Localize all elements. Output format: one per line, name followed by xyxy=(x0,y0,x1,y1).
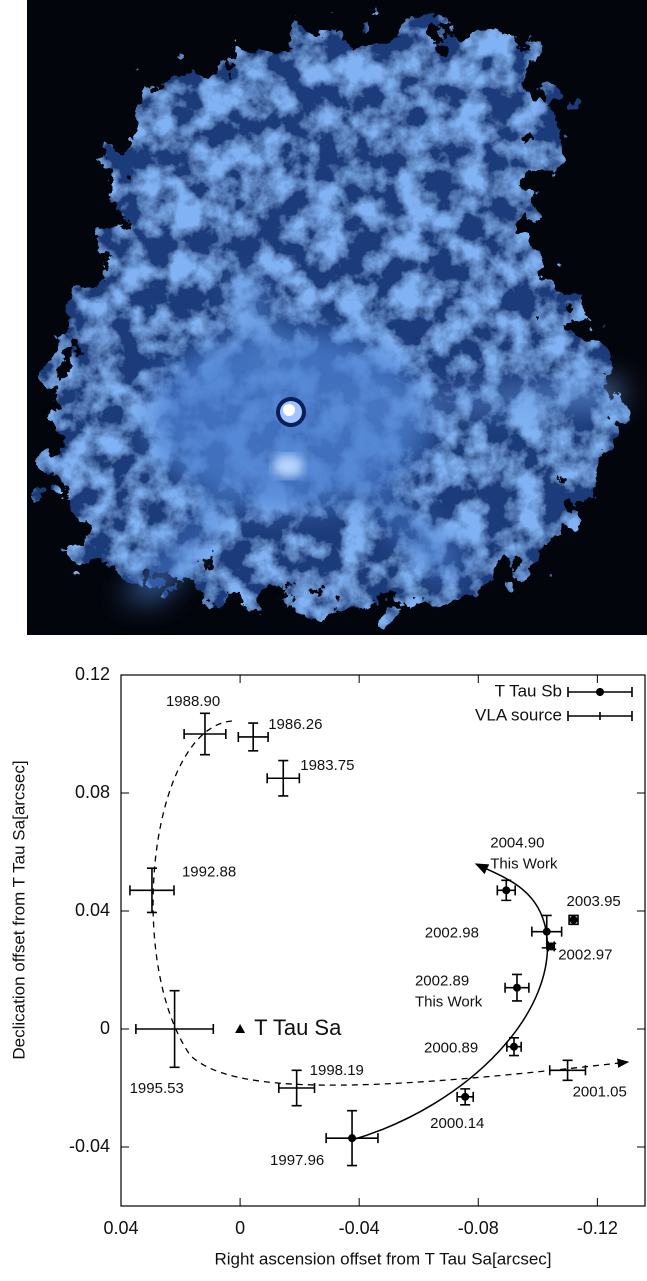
data-point xyxy=(570,916,578,924)
point-label: 1995.53 xyxy=(130,1080,184,1097)
point-label: 1986.26 xyxy=(268,716,322,733)
point-label: 2001.05 xyxy=(573,1083,627,1100)
point-label: 2002.98 xyxy=(425,925,479,942)
data-point xyxy=(461,1093,469,1101)
x-tick-label: -0.12 xyxy=(577,1218,618,1238)
x-tick-label: 0 xyxy=(235,1218,245,1238)
legend-label: VLA source xyxy=(475,705,562,724)
legend-label: T Tau Sb xyxy=(495,681,562,700)
data-point xyxy=(510,1043,518,1051)
point-label: 2002.97 xyxy=(558,946,612,963)
vla-orbit-curve xyxy=(153,721,628,1085)
legend-marker xyxy=(596,688,604,696)
data-point xyxy=(543,928,551,936)
y-axis-title: Declication offset from T Tau Sa[arcsec] xyxy=(9,760,28,1059)
y-tick-label: -0.04 xyxy=(69,1136,110,1156)
nebula-image xyxy=(27,0,647,635)
point-label: 1988.90 xyxy=(166,693,220,710)
y-tick-label: 0 xyxy=(100,1018,110,1038)
data-point xyxy=(547,942,555,950)
point-note: This Work xyxy=(415,994,483,1011)
reference-marker xyxy=(235,1024,245,1033)
data-point xyxy=(502,886,510,894)
point-label: 2000.14 xyxy=(430,1115,484,1132)
point-label: 2002.89 xyxy=(415,973,469,990)
x-tick-label: -0.04 xyxy=(339,1218,380,1238)
point-label: 2003.95 xyxy=(567,893,621,910)
point-label: 1998.19 xyxy=(310,1062,364,1079)
data-point xyxy=(348,1134,356,1142)
point-label: 2000.89 xyxy=(424,1040,478,1057)
x-axis-title: Right ascension offset from T Tau Sa[arc… xyxy=(214,1249,551,1268)
point-label: 2004.90 xyxy=(490,834,544,851)
figure: Right ascension offset from T Tau Sa[arc… xyxy=(0,0,647,1276)
x-tick-label: -0.08 xyxy=(458,1218,499,1238)
reference-label: T Tau Sa xyxy=(254,1015,342,1040)
page: Right ascension offset from T Tau Sa[arc… xyxy=(0,0,647,1276)
y-tick-label: 0.04 xyxy=(75,900,110,920)
y-tick-label: 0.12 xyxy=(75,664,110,684)
point-label: 1992.88 xyxy=(182,863,236,880)
y-tick-label: 0.08 xyxy=(75,782,110,802)
plot-frame xyxy=(121,675,645,1206)
x-tick-label: 0.04 xyxy=(103,1218,138,1238)
point-label: 1983.75 xyxy=(300,757,354,774)
data-point xyxy=(513,984,521,992)
point-note: This Work xyxy=(490,855,558,872)
legend-swatch xyxy=(568,711,632,721)
point-label: 1997.96 xyxy=(270,1152,324,1169)
